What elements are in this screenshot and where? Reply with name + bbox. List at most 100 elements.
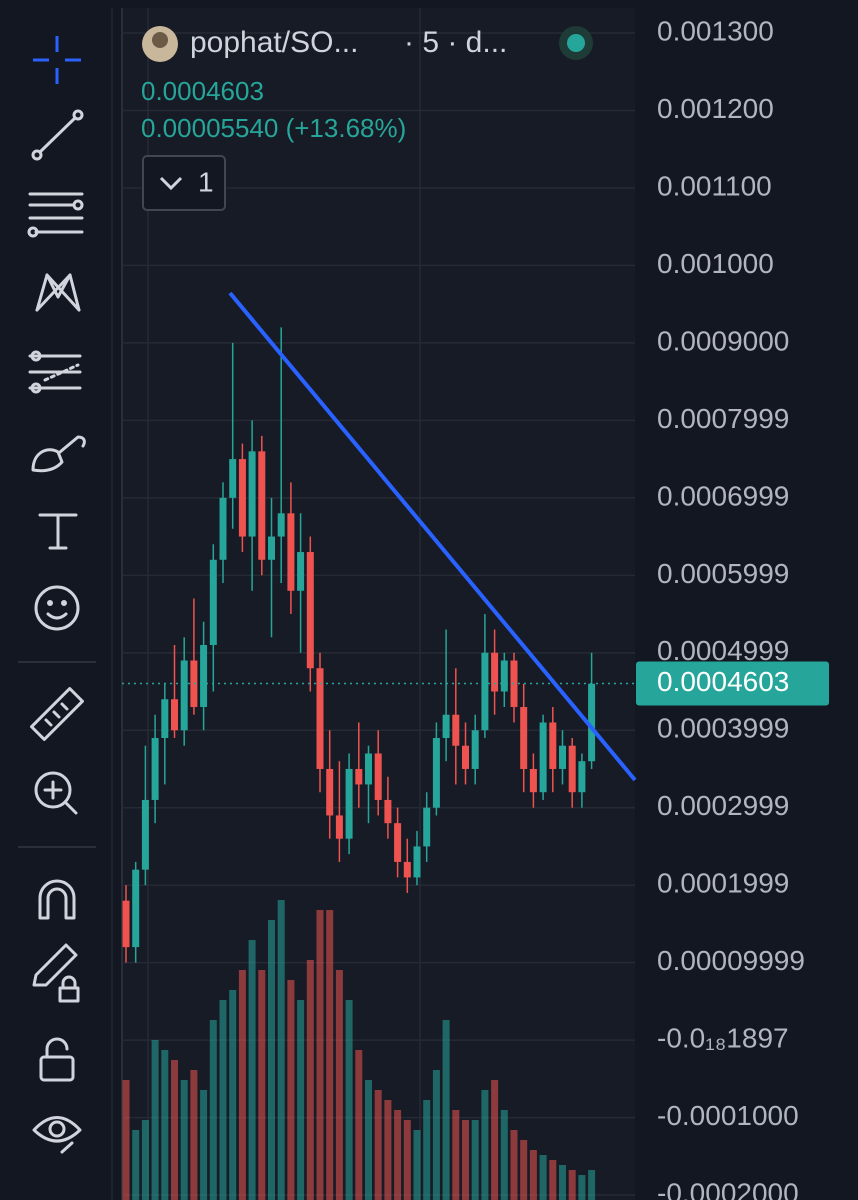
candle-body: [432, 737, 440, 808]
crosshair-tool[interactable]: [33, 36, 81, 84]
y-tick-label: 0.001300: [657, 15, 774, 46]
volume-bar: [500, 1110, 508, 1200]
status-dot: [567, 34, 585, 52]
lock-tool[interactable]: [39, 1037, 75, 1082]
candle-body: [132, 869, 140, 948]
candle-body: [258, 451, 266, 560]
candle-body: [384, 799, 392, 824]
candle-body: [161, 699, 169, 738]
candle-body: [413, 846, 421, 878]
volume-bar: [151, 1040, 159, 1200]
collapse-chevron: [159, 176, 183, 191]
emoji-tool[interactable]: [34, 585, 80, 631]
prediction-tool[interactable]: [28, 350, 82, 394]
zoom-tool[interactable]: [34, 771, 78, 815]
candle-body: [141, 799, 149, 870]
y-tick-label: 0.0003999: [657, 713, 789, 744]
volume-bar: [403, 1120, 411, 1200]
candle-body: [442, 714, 450, 738]
volume-bar: [568, 1170, 576, 1200]
candle-body: [403, 861, 411, 878]
candle-body: [190, 660, 198, 707]
candle-body: [559, 745, 566, 769]
candle-body: [345, 768, 353, 839]
volume-bar: [316, 910, 324, 1200]
candle-body: [394, 823, 402, 862]
candle-body: [481, 652, 489, 731]
volume-bar: [549, 1160, 557, 1200]
last-price-tag-label: 0.0004603: [657, 666, 789, 697]
visibility-tool[interactable]: [32, 1116, 82, 1154]
volume-bar: [413, 1130, 421, 1200]
volume-bar: [365, 1080, 372, 1200]
collapse-button[interactable]: [142, 155, 226, 211]
volume-bar: [374, 1090, 382, 1200]
volume-bar: [238, 970, 246, 1200]
volume-bar: [306, 960, 314, 1200]
y-tick-label: 0.0006999: [657, 480, 789, 511]
symbol-avatar-face: [152, 32, 168, 48]
volume-bar: [539, 1155, 547, 1200]
volume-bar: [277, 900, 285, 1200]
candle-body: [287, 513, 295, 591]
volume-bar: [180, 1080, 188, 1200]
toolbar: [18, 36, 96, 1154]
y-tick-label: -0.0001000: [657, 1100, 799, 1131]
lock-drawings-tool[interactable]: [32, 943, 80, 1003]
text-tool[interactable]: [38, 513, 78, 550]
volume-bar: [452, 1110, 460, 1200]
volume-bar: [462, 1120, 469, 1200]
candle-body: [539, 722, 547, 793]
volume-bar: [122, 1080, 130, 1200]
y-tick-label: 0.0009000: [657, 325, 789, 356]
candle-body: [335, 815, 343, 839]
y-tick-label: 0.00009999: [657, 945, 805, 976]
candle-body: [122, 900, 130, 948]
volume-bar: [161, 1050, 169, 1200]
y-tick-label: -0.0₁₈1897: [657, 1022, 789, 1053]
candle-body: [316, 668, 324, 769]
y-tick-label: 0.001000: [657, 248, 774, 279]
volume-bar: [491, 1080, 499, 1200]
brush-tool[interactable]: [31, 435, 86, 473]
candle-body: [229, 459, 237, 498]
trend-line[interactable]: [228, 291, 637, 782]
y-tick-label: 0.0004999: [657, 635, 789, 666]
pattern-tool[interactable]: [35, 273, 81, 312]
candle-body: [277, 513, 285, 537]
candle-body: [180, 660, 188, 731]
last-price-tag: [636, 661, 829, 706]
candle-body: [171, 699, 178, 731]
ruler-tool[interactable]: [30, 687, 84, 741]
candle-body: [365, 753, 372, 785]
volume-bar: [132, 1130, 140, 1200]
candle-body: [151, 737, 159, 800]
volume-bar: [268, 920, 275, 1200]
volume-bar: [384, 1100, 392, 1200]
volume-bar: [287, 980, 295, 1200]
candle-body: [209, 559, 217, 646]
candle-body: [355, 768, 363, 785]
symbol-name[interactable]: pophat/SO...: [190, 26, 358, 59]
y-tick-label: 0.001200: [657, 93, 774, 124]
y-tick-label: 0.0005999: [657, 558, 789, 589]
volume-bar: [326, 910, 334, 1200]
magnet-tool[interactable]: [38, 879, 76, 920]
candle-body: [578, 761, 586, 793]
y-tick-label: 0.0007999: [657, 403, 789, 434]
candle-body: [374, 753, 382, 800]
volume-bar: [510, 1130, 518, 1200]
volume-bar: [529, 1150, 537, 1200]
volume-bar: [423, 1100, 431, 1200]
candle-body: [248, 451, 256, 537]
volume-bar: [394, 1110, 402, 1200]
volume-bar: [520, 1140, 528, 1200]
candle-body: [500, 660, 508, 692]
volume-bar: [442, 1020, 450, 1200]
candle-body: [238, 459, 246, 537]
volume-bar: [190, 1070, 198, 1200]
fib-tool[interactable]: [27, 192, 84, 238]
candle-body: [520, 706, 528, 769]
line-tool[interactable]: [31, 109, 84, 161]
